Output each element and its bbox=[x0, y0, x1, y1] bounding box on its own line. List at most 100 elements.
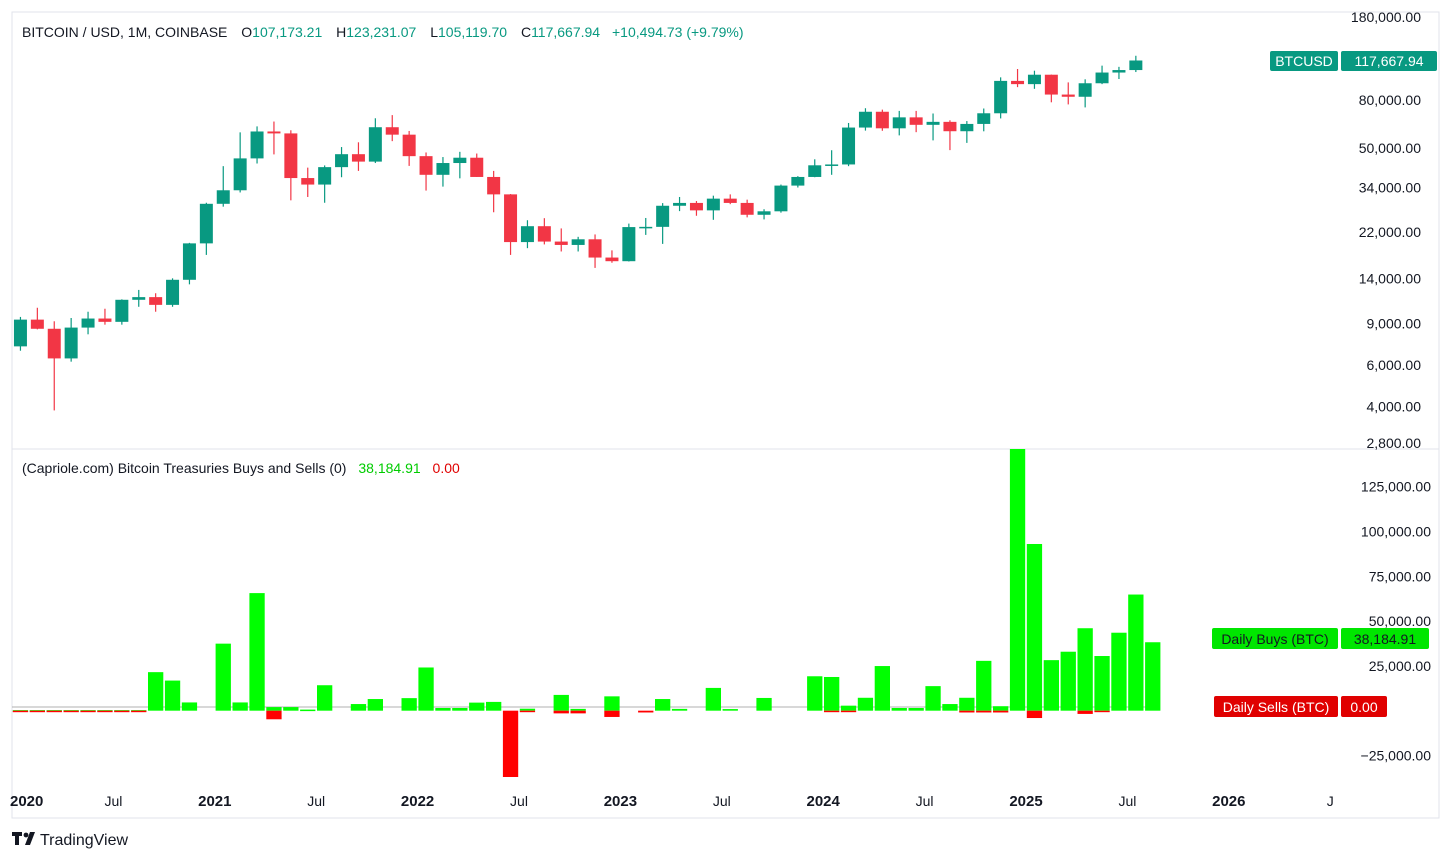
close-value: 117,667.94 bbox=[531, 24, 600, 40]
candle-body bbox=[267, 131, 281, 134]
candle-body bbox=[909, 117, 923, 125]
candle-body bbox=[115, 299, 129, 322]
candle-body bbox=[504, 194, 518, 243]
open-value: 107,173.21 bbox=[252, 24, 322, 40]
sell-bar bbox=[46, 710, 62, 713]
candle bbox=[504, 194, 518, 255]
indicator-y-tick-label: 125,000.00 bbox=[1361, 479, 1431, 495]
candle bbox=[453, 151, 467, 179]
buy-bar bbox=[705, 687, 721, 711]
candle-body bbox=[436, 163, 450, 175]
candle-body bbox=[571, 239, 585, 245]
time-x-axis[interactable]: 2020 Jul 2021 Jul 2022 Jul 2023 Jul 2024 Jul 2025 J… bbox=[10, 793, 1334, 810]
candle bbox=[1011, 68, 1025, 88]
price-y-tick-label: 9,000.00 bbox=[1367, 316, 1422, 332]
candle-body bbox=[605, 257, 619, 262]
candle-body bbox=[64, 327, 78, 359]
x-tick-label: 2025 bbox=[1009, 793, 1042, 810]
indicator-y-tick-label: −25,000.00 bbox=[1361, 747, 1432, 763]
buy-bar bbox=[655, 699, 671, 711]
candle-body bbox=[301, 178, 315, 185]
btcusd-price-tag: BTCUSD 117,667.94 bbox=[1270, 51, 1437, 71]
sell-bar bbox=[993, 710, 1009, 713]
low-label: L bbox=[430, 24, 438, 40]
buy-bar bbox=[857, 697, 874, 711]
change-value: +10,494.73 (+9.79%) bbox=[612, 24, 744, 40]
buy-bar bbox=[840, 705, 857, 711]
candle-body bbox=[250, 131, 264, 159]
candle bbox=[250, 126, 264, 164]
candle bbox=[64, 317, 78, 362]
indicator-title: (Capriole.com) Bitcoin Treasuries Buys a… bbox=[22, 460, 346, 476]
candle-body bbox=[858, 111, 872, 128]
candle bbox=[740, 199, 754, 218]
price-y-tick-label: 80,000.00 bbox=[1359, 92, 1421, 108]
sell-bar bbox=[976, 710, 992, 713]
candle bbox=[689, 201, 703, 216]
candle-body bbox=[1078, 83, 1092, 97]
price-y-axis[interactable]: 180,000.00 80,000.00 50,000.00 34,000.00 22,… bbox=[1351, 9, 1421, 451]
buy-bar bbox=[1128, 594, 1144, 711]
indicator-y-tick-label: 75,000.00 bbox=[1369, 568, 1431, 584]
x-tick-label: Jul bbox=[104, 793, 122, 809]
buy-bar bbox=[976, 660, 992, 711]
buy-bar bbox=[519, 708, 536, 711]
buy-bar bbox=[300, 709, 316, 712]
sell-bar bbox=[824, 710, 840, 713]
candle bbox=[267, 121, 281, 155]
x-tick-label: 2023 bbox=[604, 793, 637, 810]
buy-bar bbox=[1043, 660, 1059, 711]
candle-body bbox=[30, 319, 44, 329]
tradingview-logo[interactable]: TradingView bbox=[12, 832, 128, 849]
indicator-y-axis[interactable]: 125,000.00 100,000.00 75,000.00 50,000.00 25… bbox=[1361, 479, 1432, 764]
sell-bar bbox=[1094, 710, 1110, 713]
symbol-title: BITCOIN / USD, 1M, COINBASE bbox=[22, 24, 227, 40]
candle bbox=[402, 130, 416, 166]
candle-body bbox=[182, 243, 196, 280]
buy-bar bbox=[486, 701, 502, 711]
buy-bar bbox=[553, 694, 569, 711]
candle-body bbox=[1112, 70, 1126, 73]
buys-tag-value: 38,184.91 bbox=[1354, 631, 1416, 647]
candle-body bbox=[1095, 72, 1109, 84]
candle-body bbox=[994, 80, 1008, 114]
indicator-bars-group[interactable] bbox=[12, 449, 1161, 777]
candle bbox=[537, 218, 551, 245]
x-tick-label: Jul bbox=[307, 793, 325, 809]
candle bbox=[960, 121, 974, 143]
candle bbox=[182, 242, 196, 285]
buy-bar bbox=[807, 676, 823, 711]
candle-body bbox=[622, 227, 636, 262]
price-y-tick-label: 22,000.00 bbox=[1359, 224, 1421, 240]
price-candles-group[interactable] bbox=[13, 55, 1143, 411]
price-y-tick-label: 14,000.00 bbox=[1359, 270, 1421, 286]
candle bbox=[842, 122, 856, 167]
sell-bar bbox=[114, 710, 130, 713]
candle bbox=[977, 108, 991, 132]
sell-bar bbox=[80, 710, 96, 713]
price-tag-value: 117,667.94 bbox=[1354, 53, 1423, 69]
candle-body bbox=[740, 202, 754, 215]
buy-bar bbox=[925, 686, 941, 711]
buy-bar bbox=[604, 696, 620, 711]
candle bbox=[757, 209, 771, 220]
buy-bar bbox=[1145, 642, 1161, 711]
candle bbox=[774, 184, 788, 213]
indicator-buys-value: 38,184.91 bbox=[358, 460, 420, 476]
sell-bar bbox=[638, 710, 654, 713]
candle bbox=[368, 118, 382, 164]
candle-body bbox=[842, 127, 856, 165]
candle-body bbox=[47, 328, 61, 359]
sell-bar bbox=[570, 710, 586, 714]
candle-body bbox=[81, 318, 95, 328]
candle-body bbox=[1027, 74, 1041, 85]
indicator-y-tick-label: 25,000.00 bbox=[1369, 658, 1431, 674]
candle-body bbox=[1061, 94, 1075, 97]
candle bbox=[1027, 70, 1041, 89]
candle bbox=[335, 147, 349, 178]
price-y-tick-label: 50,000.00 bbox=[1359, 140, 1421, 156]
candle bbox=[233, 132, 247, 193]
sell-bar bbox=[131, 710, 147, 713]
candle bbox=[487, 170, 501, 213]
